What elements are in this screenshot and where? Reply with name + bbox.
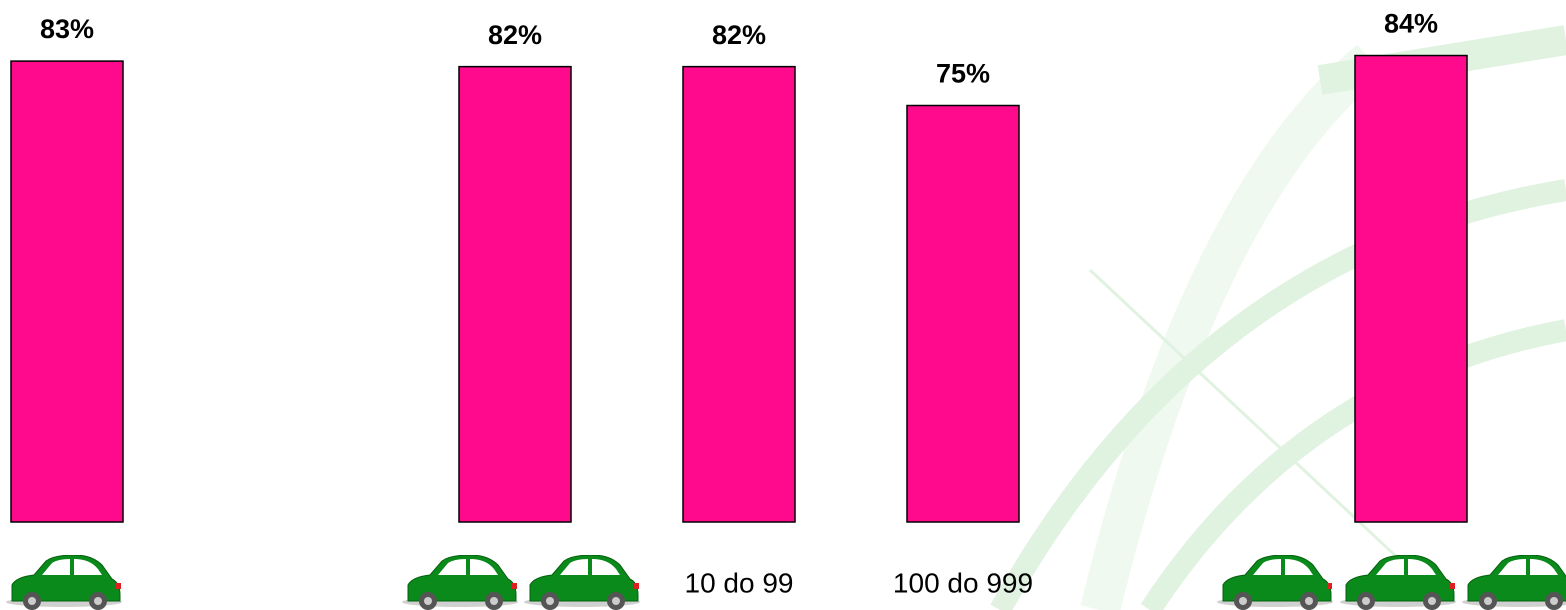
bar: [10, 60, 124, 523]
bar: [1354, 54, 1468, 523]
bar: [906, 104, 1020, 523]
x-tick-label: 10 do 99: [685, 567, 794, 598]
plot: 83% 82% 10 do 99 82% 100 do 999 75% 84%: [10, 9, 1468, 598]
value-label: 82%: [488, 20, 542, 50]
x-tick-label: 100 do 999: [893, 567, 1033, 598]
value-label: 83%: [40, 14, 94, 44]
value-label: 84%: [1384, 9, 1438, 39]
bar: [682, 65, 796, 523]
value-label: 75%: [936, 59, 990, 89]
value-label: 82%: [712, 20, 766, 50]
bar: [458, 65, 572, 523]
background-compass: [990, 25, 1566, 610]
